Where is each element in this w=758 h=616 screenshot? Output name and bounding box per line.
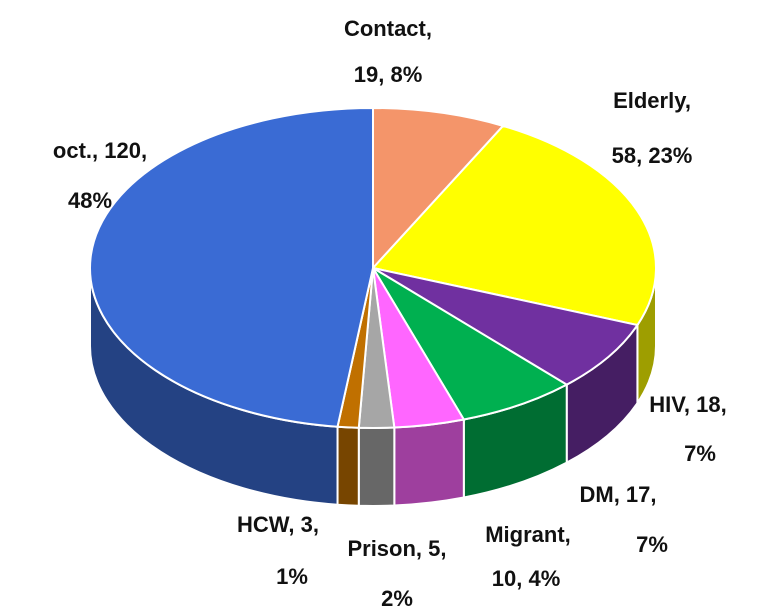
data-label-part: Elderly bbox=[613, 88, 687, 113]
data-label-part: , bbox=[141, 138, 147, 163]
data-label-part: , bbox=[516, 566, 528, 591]
data-label-part: , bbox=[685, 88, 691, 113]
data-label-part: , bbox=[650, 482, 656, 507]
data-label-part: , bbox=[426, 16, 432, 41]
data-label-part: 19 bbox=[354, 62, 378, 87]
data-label-part: , bbox=[92, 138, 104, 163]
data-label-part: , bbox=[416, 536, 428, 561]
data-label: 10, 4% bbox=[492, 566, 561, 591]
data-label-part: , bbox=[378, 62, 390, 87]
data-label-part: 5 bbox=[428, 536, 440, 561]
data-label-part: , bbox=[721, 392, 727, 417]
pie-slice bbox=[372, 267, 640, 386]
data-label-part: 48% bbox=[68, 188, 112, 213]
data-label: Migrant, bbox=[485, 522, 571, 547]
data-label-part: 7% bbox=[684, 441, 716, 466]
data-label: 58, 23% bbox=[612, 143, 693, 168]
data-label-part: Migrant bbox=[485, 522, 565, 547]
pie-slice bbox=[89, 106, 374, 428]
pie-slice bbox=[371, 124, 657, 327]
data-label-part: , bbox=[440, 536, 446, 561]
data-label: 7% bbox=[684, 441, 716, 466]
pie-side bbox=[336, 425, 360, 507]
pie-slice bbox=[372, 106, 505, 271]
data-label-part: 23% bbox=[648, 143, 692, 168]
data-label-part: , bbox=[288, 512, 300, 537]
data-label-part: 18 bbox=[696, 392, 720, 417]
data-label-part: Contact bbox=[344, 16, 427, 41]
data-label: 2% bbox=[381, 586, 413, 611]
data-label-part: , bbox=[565, 522, 571, 547]
pie-side bbox=[393, 418, 465, 507]
data-label: 1% bbox=[276, 564, 308, 589]
data-label-part: 58 bbox=[612, 143, 636, 168]
data-label-part: 8% bbox=[390, 62, 422, 87]
data-label-part: , bbox=[636, 143, 648, 168]
data-label-part: , bbox=[313, 512, 319, 537]
data-label-part: oct. bbox=[53, 138, 92, 163]
data-label: Contact, bbox=[344, 16, 432, 41]
data-label-part: HIV bbox=[649, 392, 686, 417]
data-label-part: DM bbox=[579, 482, 613, 507]
data-label: HIV, 18, bbox=[649, 392, 727, 417]
data-label-part: HCW bbox=[237, 512, 290, 537]
data-label-part: 4% bbox=[528, 566, 560, 591]
data-label-part: 1% bbox=[276, 564, 308, 589]
data-label-part: Prison bbox=[347, 536, 415, 561]
data-label-part: 3 bbox=[301, 512, 313, 537]
data-label-part: 7% bbox=[636, 532, 668, 557]
data-label: Elderly, bbox=[613, 88, 691, 113]
data-label-part: , bbox=[684, 392, 696, 417]
data-label-part: 120 bbox=[104, 138, 141, 163]
data-label: HCW, 3, bbox=[237, 512, 319, 537]
data-label: Prison, 5, bbox=[347, 536, 446, 561]
data-label: 7% bbox=[636, 532, 668, 557]
data-label-part: , bbox=[614, 482, 626, 507]
pie-side bbox=[357, 426, 396, 507]
pie-slice bbox=[372, 267, 569, 421]
data-label: oct., 120, bbox=[53, 138, 147, 163]
data-label: DM, 17, bbox=[579, 482, 656, 507]
data-label: 19, 8% bbox=[354, 62, 423, 87]
data-label-part: 17 bbox=[626, 482, 650, 507]
data-label-part: 10 bbox=[492, 566, 516, 591]
data-label-part: 2% bbox=[381, 586, 413, 611]
data-label: 48% bbox=[68, 188, 112, 213]
